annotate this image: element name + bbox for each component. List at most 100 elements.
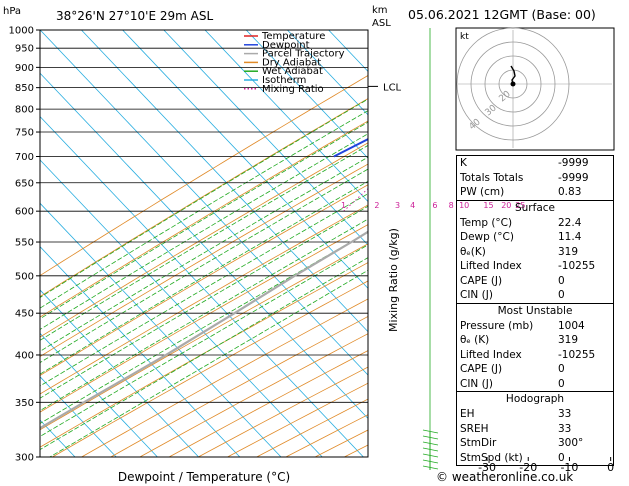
mixing-ratio-label: 4 xyxy=(410,201,415,210)
legend-entry-label: Dry Adiabat xyxy=(262,57,321,68)
index-row-k: K -9999 xyxy=(460,157,589,169)
isotherm-line xyxy=(40,332,158,457)
legend-entry-label: Parcel Trajectory xyxy=(262,49,345,60)
isotherm-line xyxy=(122,30,368,289)
pressure-tick-labels: 300 350 400 450 500 550 600 650 700 750 800 850 900 9… xyxy=(9,26,40,464)
general-indices: K -9999 Totals Totals -9999 PW (cm) 0.83 xyxy=(456,155,614,200)
mixing-ratio-label: 6 xyxy=(432,201,437,210)
hodo-row: EH 33 xyxy=(460,408,572,420)
surface-row: θₑ(K) 319 xyxy=(460,245,579,258)
dry-adiabat-line xyxy=(139,333,368,457)
dry-adiabat-line xyxy=(109,316,368,457)
isotherm-line xyxy=(40,159,323,457)
plot-frame xyxy=(39,29,369,458)
mixing-ratio-label: 25 xyxy=(515,201,525,210)
isotherm-line xyxy=(287,30,368,116)
copyright-label: © weatheronline.co.uk xyxy=(436,470,574,484)
hodograph-trace xyxy=(510,65,516,85)
isotherm-line xyxy=(245,30,368,159)
surface-block: Surface Temp (°C) 22.4 Dewp (°C) 11.4 θₑ(K… xyxy=(456,199,614,303)
dry-adiabat-line xyxy=(40,142,368,338)
mixing-ratio-label: 3 xyxy=(395,201,400,210)
most-unstable-title: Most Unstable xyxy=(497,304,573,317)
pressure-tick-label: 400 xyxy=(15,350,34,361)
hodograph-storm-motion xyxy=(510,81,516,87)
index-row-totals: Totals Totals -9999 xyxy=(460,171,589,184)
wet-adiabat-line xyxy=(40,110,368,309)
isotherm-line xyxy=(40,419,76,457)
mixing-ratio-label: 20 xyxy=(501,201,511,210)
wet-adiabat-line xyxy=(40,180,368,375)
dry-adiabat-line xyxy=(40,224,368,413)
surface-row: Lifted Index -10255 xyxy=(460,260,596,272)
isotherm-line xyxy=(40,30,368,376)
wet-adiabat-line xyxy=(40,156,368,352)
wet-adiabat-line xyxy=(49,269,368,457)
mixing-ratio-label: 10 xyxy=(459,201,469,210)
wind-barb xyxy=(422,429,439,434)
pressure-tick-label: 500 xyxy=(15,271,34,282)
mu-row: Pressure (mb) 1004 xyxy=(460,319,585,332)
pressure-tick-label: 950 xyxy=(15,44,34,55)
isotherm-line xyxy=(204,30,368,203)
parcel-trajectory-series-line xyxy=(40,230,368,430)
lcl-label: LCL xyxy=(383,82,402,93)
most-unstable-block: Most Unstable Pressure (mb) 1004 θₑ (K) 31… xyxy=(456,302,614,391)
mixing-ratio-label: 2 xyxy=(374,201,379,210)
dry-adiabat-line xyxy=(80,298,368,457)
y-axis-label: Mixing Ratio (g/kg) xyxy=(387,228,400,332)
pressure-tick-label: 600 xyxy=(15,207,34,218)
dry-adiabat-line xyxy=(40,75,368,277)
dry-adiabat-line xyxy=(51,280,368,457)
temperature-tick-label: -10 xyxy=(560,461,578,474)
mu-row: CAPE (J) 0 xyxy=(460,363,565,375)
x-axis-label: Dewpoint / Temperature (°C) xyxy=(118,470,290,484)
wet-adiabat-line xyxy=(40,218,368,412)
indices-table: K -9999 Totals Totals -9999 PW (cm) 0.83 Su… xyxy=(456,155,614,466)
surface-row: CIN (J) 0 xyxy=(460,289,565,301)
isotherm-line xyxy=(40,202,282,457)
hodograph-kt-label: kt xyxy=(460,32,469,42)
dry-adiabat-line xyxy=(40,163,368,357)
mixing-ratio-label: 15 xyxy=(483,201,493,210)
hodo-row: StmSpd (kt) 0 xyxy=(460,451,565,464)
index-row-pw: PW (cm) 0.83 xyxy=(460,186,582,198)
km-label: km xyxy=(372,5,388,16)
legend-entry-label: Isotherm xyxy=(262,75,306,86)
temperature-tick-label: -20 xyxy=(519,461,537,474)
temperature-tick-label: 0 xyxy=(607,461,614,474)
wet-adiabat-line xyxy=(40,193,368,387)
surface-row: Dewp (°C) 11.4 xyxy=(460,231,582,243)
wet-adiabat-line xyxy=(40,168,368,364)
legend-entry-label: Temperature xyxy=(261,31,325,42)
wet-adiabat-line xyxy=(40,231,368,424)
legend-entry-label: Wet Adiabat xyxy=(262,66,323,77)
pressure-tick-label: 900 xyxy=(15,63,34,74)
surface-title: Surface xyxy=(514,201,555,214)
legend-entry-label: Mixing Ratio xyxy=(262,84,324,95)
hodograph-indices-title: Hodograph xyxy=(505,393,565,405)
hodo-row: StmDir 300° xyxy=(460,437,584,449)
location-label: 38°26'N 27°10'E 29m ASL xyxy=(56,9,213,23)
mu-row: θₑ (K) 319 xyxy=(460,334,579,346)
mu-row: Lifted Index -10255 xyxy=(460,348,596,361)
hodograph-indices-block: Hodograph EH 33 SREH 33 StmDir 300° StmSpd … xyxy=(456,391,614,466)
dry-adiabat-line xyxy=(40,98,368,298)
mixing-ratio-labels: 1 2 3 4 6 8 10 15 20 25 xyxy=(341,201,525,210)
dry-adiabat-line xyxy=(40,184,368,376)
pressure-tick-label: 1000 xyxy=(9,26,34,37)
pressure-tick-label: 750 xyxy=(15,128,34,139)
pressure-tick-label: 350 xyxy=(15,398,34,409)
pressure-tick-label: 850 xyxy=(15,83,34,94)
temperature-tick-labels: -30-20-10010203040 xyxy=(478,457,614,474)
mixing-ratio-label: 8 xyxy=(449,201,454,210)
series-layer xyxy=(40,137,368,430)
mu-row: CIN (J) 0 xyxy=(460,377,565,390)
isotherm-line xyxy=(163,30,368,246)
hodograph-frame xyxy=(455,27,615,151)
pressure-tick-label: 650 xyxy=(15,178,34,189)
